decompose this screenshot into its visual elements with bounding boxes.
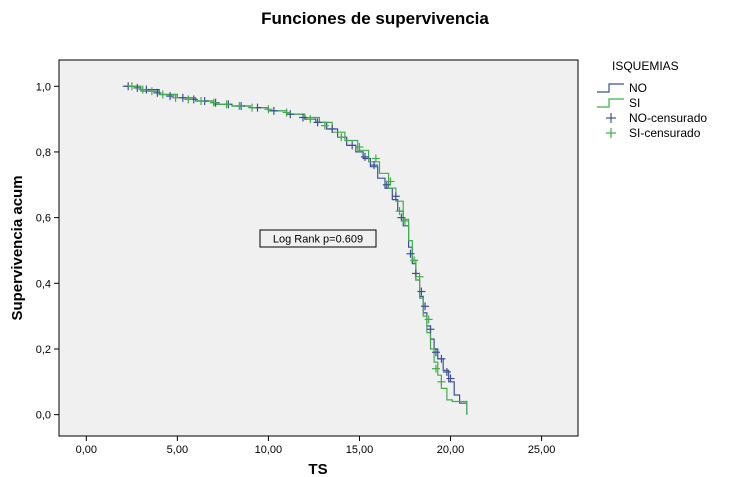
censor-mark-si xyxy=(138,85,147,94)
censor-mark-si xyxy=(401,216,409,225)
legend-line-symbol xyxy=(597,98,624,108)
legend-label: SI xyxy=(629,96,640,110)
legend-title: ISQUEMIAS xyxy=(612,59,679,73)
censor-mark-no xyxy=(286,110,295,119)
censor-mark-si xyxy=(386,177,395,186)
x-tick-label: 25,00 xyxy=(528,444,556,456)
annotation-text: Log Rank p=0.609 xyxy=(273,234,363,246)
censor-mark-no xyxy=(360,152,369,161)
legend-label: NO xyxy=(629,81,647,95)
plot-area xyxy=(58,59,579,437)
x-tick-label: 10,00 xyxy=(255,444,283,456)
legend-line-symbol xyxy=(597,83,624,93)
censor-mark-no xyxy=(269,106,278,115)
censor-mark-si xyxy=(306,115,315,124)
censor-mark-si xyxy=(410,256,419,265)
censor-mark-si xyxy=(184,95,193,104)
censor-mark-no xyxy=(411,269,420,278)
censor-mark-no xyxy=(397,213,406,222)
y-tick-label: 0,8 xyxy=(36,147,51,159)
chart-title: Funciones de supervivencia xyxy=(261,9,489,28)
censor-mark-si xyxy=(147,87,156,96)
censor-mark-si xyxy=(337,133,346,142)
censor-mark-no xyxy=(406,249,415,258)
censor-mark-no xyxy=(431,348,440,357)
y-tick-label: 0,6 xyxy=(36,213,51,225)
censor-mark-no xyxy=(382,180,391,189)
censor-mark-si xyxy=(235,101,244,110)
censor-mark-si xyxy=(371,154,380,163)
y-tick-label: 0,2 xyxy=(36,344,51,356)
censor-mark-si xyxy=(264,105,273,114)
x-axis-label: TS xyxy=(308,461,327,477)
censor-mark-no xyxy=(348,141,357,150)
censor-mark-no xyxy=(313,118,322,127)
censor-mark-no xyxy=(178,93,187,102)
x-tick-label: 15,00 xyxy=(346,444,374,456)
censor-mark-no xyxy=(442,367,451,376)
censor-mark-si xyxy=(171,93,180,102)
y-axis-label: Supervivencia acum xyxy=(9,175,26,320)
censor-mark-no xyxy=(446,374,455,383)
censor-mark-si xyxy=(127,82,136,91)
logrank-annotation: Log Rank p=0.609 xyxy=(259,229,377,248)
censor-mark-no xyxy=(133,83,142,92)
censor-mark-si xyxy=(415,272,424,281)
x-axis: 0,00 5,00 10,00 15,00 20,00 25,00 xyxy=(76,436,556,456)
x-tick-label: 5,00 xyxy=(167,444,188,456)
censor-mark-si xyxy=(282,108,291,117)
legend-label: NO-censurado xyxy=(629,111,707,125)
censor-mark-si xyxy=(209,98,218,107)
censor-mark-si xyxy=(395,207,404,216)
censor-mark-no xyxy=(417,287,426,296)
censor-mark-si xyxy=(424,315,433,324)
censor-mark-no xyxy=(299,113,308,122)
y-tick-label: 1,0 xyxy=(36,81,51,93)
annotation-box xyxy=(259,229,377,248)
censor-mark-no xyxy=(166,92,175,101)
y-tick-label: 0,4 xyxy=(36,278,51,290)
censor-mark-si xyxy=(431,364,440,373)
censor-mark-si xyxy=(248,103,257,112)
censor-mark-no xyxy=(153,88,162,97)
censor-mark-no xyxy=(421,302,430,311)
censor-mark-no xyxy=(426,325,435,334)
censor-mark-si xyxy=(222,100,231,109)
x-tick-label: 20,00 xyxy=(437,444,465,456)
censor-mark-si xyxy=(197,97,206,106)
y-axis: 0,0 0,2 0,4 0,6 0,8 1,0 xyxy=(36,81,59,422)
y-tick-label: 0,0 xyxy=(36,410,51,422)
censor-mark-si xyxy=(320,121,329,130)
legend-label: SI-censurado xyxy=(629,126,701,140)
censor-mark-si xyxy=(437,377,446,386)
censor-mark-si xyxy=(158,90,167,99)
x-tick-label: 0,00 xyxy=(76,444,97,456)
censor-mark-no xyxy=(328,124,337,133)
censor-mark-no xyxy=(391,192,400,201)
censor-mark-no xyxy=(370,161,379,170)
censor-marks xyxy=(124,82,455,386)
censor-mark-si xyxy=(355,143,364,152)
censor-mark-no xyxy=(437,354,446,363)
